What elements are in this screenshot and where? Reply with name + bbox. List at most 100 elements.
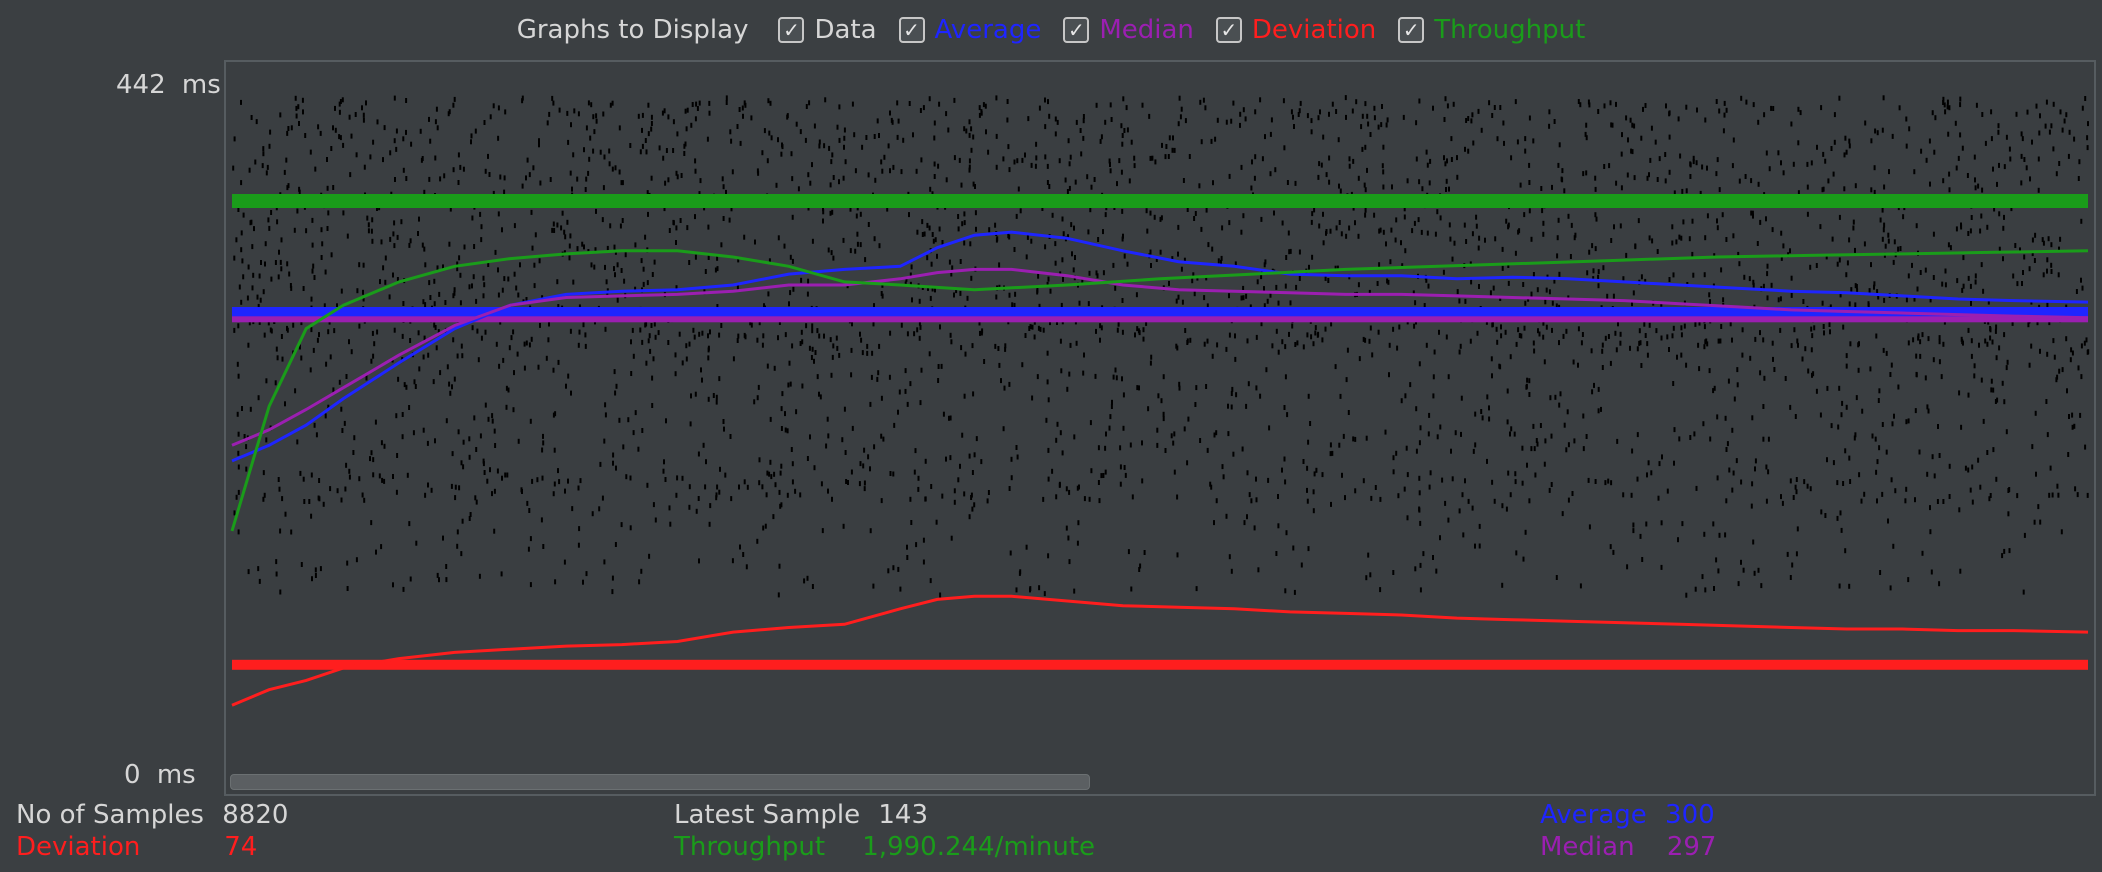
checkbox-checked-icon[interactable]: ✓ <box>1063 17 1090 43</box>
data-point <box>611 166 614 172</box>
data-point <box>2031 237 2034 243</box>
data-point <box>525 175 527 181</box>
data-point <box>1844 548 1847 554</box>
data-point <box>1819 224 1822 230</box>
data-point <box>333 328 336 334</box>
data-point <box>1367 552 1370 558</box>
data-point <box>1432 374 1435 380</box>
data-point <box>854 168 857 174</box>
data-point <box>561 210 564 216</box>
data-point <box>516 351 519 357</box>
data-point <box>2079 412 2082 418</box>
data-point <box>1432 105 1434 111</box>
checkbox-checked-icon[interactable]: ✓ <box>1215 17 1242 43</box>
data-point <box>1685 188 1688 194</box>
data-point <box>1205 384 1208 389</box>
data-point <box>1997 123 2000 129</box>
data-point <box>1104 469 1107 475</box>
data-point <box>987 490 990 495</box>
throughput-checkbox[interactable]: ✓ Throughput <box>1398 15 1585 45</box>
data-point <box>1161 142 1163 148</box>
data-point <box>1044 97 1046 103</box>
data-point <box>1514 250 1517 256</box>
data-point <box>1491 479 1494 485</box>
data-point <box>403 382 406 388</box>
data-point <box>2065 112 2068 118</box>
data-point <box>1712 521 1715 527</box>
data-point <box>2002 256 2004 262</box>
data-point <box>1773 367 1776 372</box>
data-point <box>835 335 838 341</box>
data-point <box>2071 424 2074 430</box>
data-point <box>1737 581 1740 587</box>
data-point <box>685 356 688 362</box>
data-point <box>1820 509 1823 515</box>
data-point <box>1133 163 1136 169</box>
data-point <box>1397 493 1400 499</box>
data-point <box>1842 324 1845 330</box>
data-point <box>567 139 570 145</box>
data-point <box>1184 328 1187 333</box>
data-point <box>1958 507 1961 513</box>
data-point <box>1737 251 1740 257</box>
data-point <box>1297 112 1300 117</box>
data-point <box>1444 96 1447 102</box>
data-point <box>456 529 459 535</box>
checkbox-checked-icon[interactable]: ✓ <box>1398 17 1425 43</box>
data-point <box>1047 276 1050 282</box>
data-point <box>1067 535 1070 541</box>
data-point <box>266 164 269 170</box>
data-point <box>1717 568 1720 574</box>
data-point <box>1265 367 1268 373</box>
data-point <box>408 405 411 410</box>
data-checkbox[interactable]: ✓ Data <box>778 15 877 45</box>
data-point <box>963 240 966 246</box>
data-point <box>1536 441 1539 447</box>
data-point <box>1345 233 1348 239</box>
median-checkbox[interactable]: ✓ Median <box>1063 15 1194 45</box>
data-point <box>1133 155 1136 161</box>
data-point <box>854 248 857 254</box>
data-point <box>584 332 587 338</box>
data-point <box>756 168 759 174</box>
data-point <box>1845 149 1848 155</box>
data-point <box>275 571 278 577</box>
average-checkbox[interactable]: ✓ Average <box>898 15 1041 45</box>
data-point <box>417 330 420 336</box>
data-point <box>861 350 864 356</box>
data-point <box>920 367 923 373</box>
data-point <box>1650 470 1653 476</box>
data-point <box>811 328 814 334</box>
data-point <box>1138 385 1140 391</box>
data-point <box>286 327 289 333</box>
data-point <box>1913 296 1916 302</box>
data-point <box>890 117 893 123</box>
deviation-checkbox[interactable]: ✓ Deviation <box>1215 15 1376 45</box>
data-point <box>1748 276 1751 282</box>
data-point <box>867 454 870 460</box>
data-point <box>1220 259 1222 265</box>
data-point <box>393 138 396 144</box>
graph-scrollbar[interactable] <box>230 774 1090 790</box>
data-point <box>605 279 608 285</box>
data-point <box>1790 121 1793 127</box>
data-point <box>484 329 487 335</box>
data-point <box>1740 559 1742 565</box>
data-point <box>380 440 383 446</box>
data-point <box>1054 260 1057 266</box>
data-point <box>889 471 892 476</box>
data-point <box>332 185 335 190</box>
data-point <box>707 333 709 339</box>
data-point <box>1849 479 1852 484</box>
checkbox-checked-icon[interactable]: ✓ <box>778 17 805 43</box>
data-point <box>614 165 617 171</box>
checkbox-checked-icon[interactable]: ✓ <box>898 17 925 43</box>
data-point <box>341 428 344 433</box>
data-point <box>1797 140 1800 146</box>
data-point <box>512 407 515 413</box>
data-point <box>1984 338 1987 344</box>
data-point <box>1478 543 1481 549</box>
data-point <box>978 320 981 326</box>
data-point <box>2056 483 2059 489</box>
data-point <box>1927 408 1930 414</box>
